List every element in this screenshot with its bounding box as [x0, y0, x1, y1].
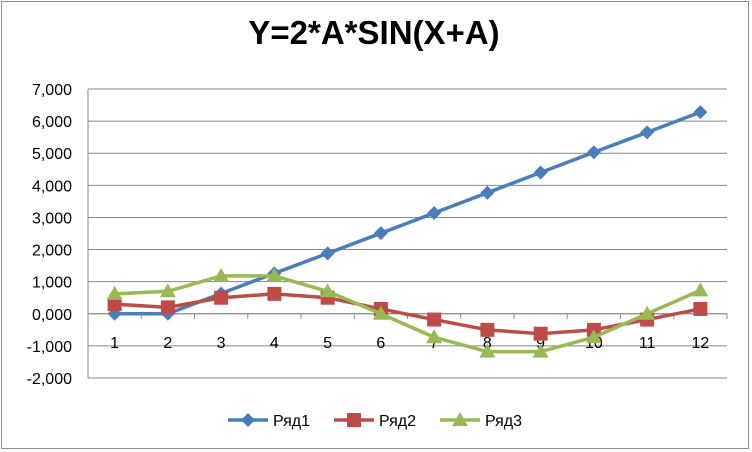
x-tick-label: 9: [536, 335, 545, 352]
data-point: [106, 285, 123, 300]
data-point: [479, 343, 496, 358]
series-group: [106, 105, 709, 358]
data-point: [480, 185, 495, 200]
data-point: [480, 322, 495, 337]
x-tick-label: 4: [270, 335, 279, 352]
data-point: [267, 286, 282, 301]
data-point: [373, 226, 388, 241]
x-tick-label: 1: [110, 335, 119, 352]
series-line: [114, 292, 701, 336]
legend-marker: [452, 412, 468, 426]
legend-marker: [347, 413, 361, 427]
legend: Ряд1 Ряд2 Ряд3: [228, 412, 522, 430]
data-point: [160, 300, 175, 315]
legend-item: Ряд3: [440, 412, 522, 430]
y-tick-label: 3,000: [32, 210, 72, 227]
data-point: [159, 283, 176, 298]
data-point: [639, 305, 656, 320]
chart-title: Y=2*A*SIN(X+A): [248, 14, 500, 51]
data-point: [586, 145, 601, 160]
x-tick-label: 2: [163, 335, 172, 352]
y-tick-label: 4,000: [32, 178, 72, 195]
data-point: [266, 267, 283, 282]
data-point: [372, 305, 389, 320]
y-tick-label: -1,000: [27, 339, 72, 356]
x-axis-ticks: 1 2 3 4 5 6 7 8 9 10 11 12: [110, 335, 709, 352]
legend-item: Ряд1: [228, 413, 310, 430]
data-point: [319, 283, 336, 298]
data-point: [533, 326, 548, 341]
x-tick-label: 12: [691, 335, 709, 352]
data-point: [640, 125, 655, 140]
x-tick-label: 7: [430, 335, 439, 352]
y-tick-label: 2,000: [32, 243, 72, 260]
x-tick-label: 11: [639, 335, 656, 352]
x-tick-label: 8: [483, 335, 492, 352]
data-point: [532, 343, 549, 358]
y-tick-label: 0,000: [32, 307, 72, 324]
data-point: [533, 165, 548, 180]
x-tick-label: 6: [376, 335, 385, 352]
data-point: [107, 297, 122, 312]
series-1: [107, 105, 708, 321]
data-point: [320, 246, 335, 261]
y-axis-ticks: 7,000 6,000 5,000 4,000 3,000 2,000 1,000 0,000…: [27, 82, 72, 388]
y-tick-label: -2,000: [27, 371, 72, 388]
data-point: [693, 301, 708, 316]
legend-marker: [241, 413, 255, 427]
y-tick-label: 5,000: [32, 146, 72, 163]
legend-item: Ряд2: [334, 413, 416, 430]
x-tick-label: 5: [323, 335, 332, 352]
data-point: [693, 105, 708, 120]
series-line: [114, 274, 702, 354]
data-point: [427, 312, 442, 327]
data-point: [585, 329, 602, 344]
x-tick-label: 3: [217, 335, 226, 352]
legend-label: Ряд2: [379, 413, 416, 430]
data-point: [692, 282, 709, 297]
data-point: [427, 205, 442, 220]
data-point: [213, 267, 230, 282]
y-tick-label: 6,000: [32, 114, 72, 131]
gridlines: [87, 88, 727, 379]
data-point: [426, 329, 443, 344]
legend-label: Ряд1: [273, 413, 310, 430]
legend-label: Ряд3: [485, 413, 522, 430]
series-line: [114, 110, 701, 316]
series-3: [106, 267, 709, 358]
y-tick-label: 1,000: [32, 275, 72, 292]
y-tick-label: 7,000: [32, 82, 72, 99]
data-point: [214, 290, 229, 305]
